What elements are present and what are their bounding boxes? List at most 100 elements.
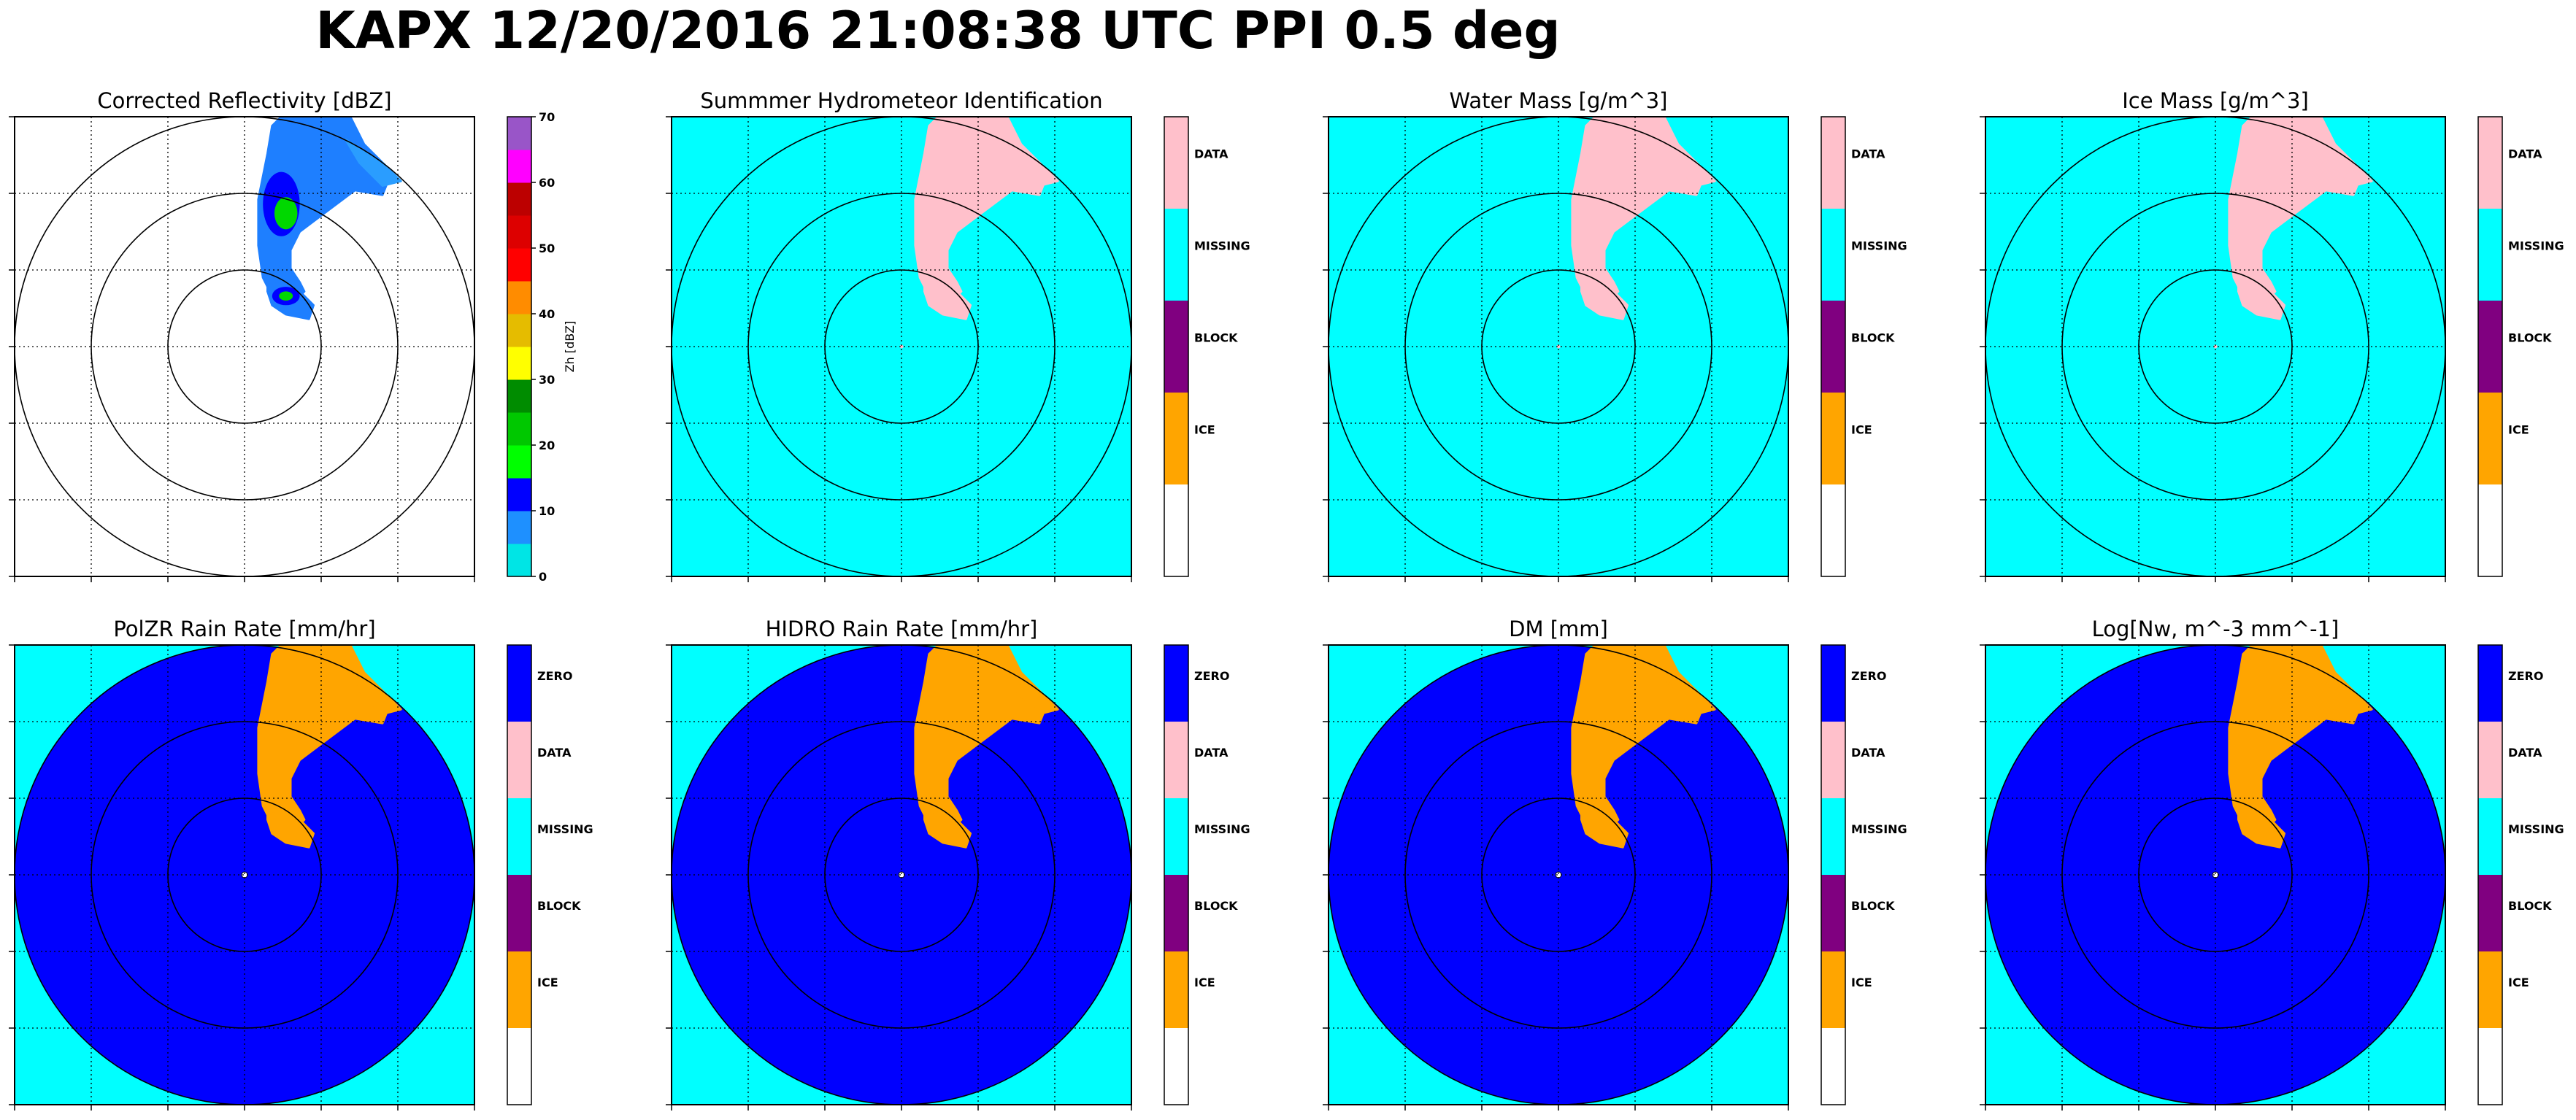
panel-log_nw: Log[Nw, m^-3 mm^-1] ZERO DATA MISSING BLOCK I… [1980, 617, 2564, 1111]
colorbar-segment [2478, 722, 2502, 799]
panel-title: Summmer Hydrometeor Identification [700, 88, 1102, 113]
echo-cell [266, 809, 315, 849]
panel-title: Water Mass [g/m^3] [1450, 88, 1668, 113]
colorbar-tick-label: 20 [539, 439, 555, 452]
colorbar-label: Zh [dBZ] [563, 321, 577, 373]
panel-ice_mass: Ice Mass [g/m^3] DATA MISSING BLOCK ICE [1980, 88, 2564, 582]
radar-site [2213, 344, 2218, 349]
colorbar-segment [1164, 875, 1188, 952]
colorbar-class-label: MISSING [537, 822, 593, 836]
echo-core-green [274, 197, 298, 230]
colorbar-class-label: ICE [2508, 422, 2529, 436]
colorbar-frame [507, 644, 532, 1105]
colorbar-class-label: ICE [1851, 422, 1872, 436]
figure-title: KAPX 12/20/2016 21:08:38 UTC PPI 0.5 deg [315, 1, 1561, 61]
colorbar-bin [507, 478, 531, 511]
range-ring [824, 797, 979, 952]
colorbar-frame [1164, 644, 1189, 1105]
colorbar-segment [2478, 209, 2502, 301]
range-ring [1481, 797, 1636, 952]
echo-cell [1580, 281, 1629, 320]
plot-area [1985, 645, 2445, 1105]
colorbar: 0 10 20 30 40 50 60 70 Zh [dBZ] [507, 110, 577, 584]
colorbar-class-label: MISSING [1851, 822, 1907, 836]
colorbar-segment [1821, 1028, 1845, 1105]
echo-core-green [279, 291, 293, 301]
colorbar-class-label: DATA [1194, 147, 1229, 161]
range-ring [91, 721, 399, 1029]
range-ring [2138, 797, 2293, 952]
plot-area [1985, 117, 2445, 576]
panel-polzr_rain_rate: PolZR Rain Rate [mm/hr] ZERO DATA MISSING BL… [9, 617, 593, 1111]
panel-title: DM [mm] [1509, 617, 1608, 641]
colorbar-class-label: MISSING [1194, 239, 1250, 252]
colorbar-segment [1821, 951, 1845, 1029]
colorbar-segment [507, 722, 531, 799]
colorbar-class-label: ICE [2508, 976, 2529, 989]
colorbar-segment [507, 645, 531, 722]
colorbar-bin [507, 511, 531, 544]
colorbar-class-label: BLOCK [2508, 331, 2552, 344]
colorbar-segment [1164, 117, 1188, 209]
range-ring [747, 721, 1056, 1029]
colorbar-segment [507, 798, 531, 876]
colorbar-frame [2477, 116, 2503, 577]
range-ring [1481, 269, 1636, 424]
colorbar-segment [1164, 393, 1188, 485]
range-ring [1404, 721, 1712, 1029]
colorbar-segment [2478, 393, 2502, 485]
colorbar-segment [2478, 301, 2502, 393]
colorbar-segment [2478, 645, 2502, 722]
colorbar-segment [1164, 951, 1188, 1029]
colorbar-frame [507, 116, 532, 577]
colorbar-bin [507, 248, 531, 282]
colorbar-segment [1821, 645, 1845, 722]
colorbar-bin [507, 412, 531, 446]
range-ring [2061, 193, 2369, 501]
colorbar-segment [1164, 209, 1188, 301]
panel-title: Log[Nw, m^-3 mm^-1] [2092, 617, 2339, 641]
colorbar-tick-label: 10 [539, 504, 555, 518]
colorbar-class-label: DATA [2508, 147, 2542, 161]
colorbar: ZERO DATA MISSING BLOCK ICE [1820, 644, 1907, 1105]
colorbar: ZERO DATA MISSING BLOCK ICE [1164, 644, 1250, 1105]
colorbar-segment [2478, 484, 2502, 577]
colorbar-class-label: BLOCK [537, 899, 581, 913]
colorbar-segment [1164, 722, 1188, 799]
echo-cell [2237, 809, 2285, 849]
colorbar-class-label: ICE [1194, 422, 1215, 436]
colorbar: DATA MISSING BLOCK ICE [1820, 116, 1907, 577]
colorbar-bin [507, 182, 531, 216]
colorbar-frame [2477, 644, 2503, 1105]
colorbar-segment [1164, 301, 1188, 393]
colorbar-bin [507, 314, 531, 347]
range-ring [824, 269, 979, 424]
colorbar-segment [2478, 1028, 2502, 1105]
radar-site [1556, 344, 1561, 349]
plot-area [15, 117, 474, 576]
range-ring [1404, 193, 1712, 501]
colorbar-segment [1821, 484, 1845, 577]
range-ring [167, 797, 322, 952]
colorbar-class-label: DATA [1194, 746, 1229, 760]
colorbar-class-label: BLOCK [2508, 899, 2552, 913]
colorbar-class-label: MISSING [1194, 822, 1250, 836]
colorbar-segment [1821, 798, 1845, 876]
echo-cell [923, 281, 972, 320]
colorbar-segment [2478, 875, 2502, 952]
range-ring [167, 269, 322, 424]
colorbar-tick-label: 60 [539, 176, 555, 190]
colorbar-frame [1164, 116, 1189, 577]
colorbar-class-label: MISSING [2508, 822, 2564, 836]
colorbar-class-label: ZERO [1194, 669, 1229, 683]
colorbar-bin [507, 150, 531, 183]
colorbar-tick-label: 50 [539, 242, 555, 255]
colorbar-frame [1820, 116, 1846, 577]
colorbar-class-label: ICE [537, 976, 558, 989]
plot-area [672, 117, 1131, 576]
colorbar-class-label: BLOCK [1851, 331, 1895, 344]
colorbar-class-label: BLOCK [1851, 899, 1895, 913]
colorbar-segment [1821, 209, 1845, 301]
colorbar-segment [1164, 645, 1188, 722]
panel-dm: DM [mm] ZERO DATA MISSING BLOCK ICE [1323, 617, 1907, 1111]
